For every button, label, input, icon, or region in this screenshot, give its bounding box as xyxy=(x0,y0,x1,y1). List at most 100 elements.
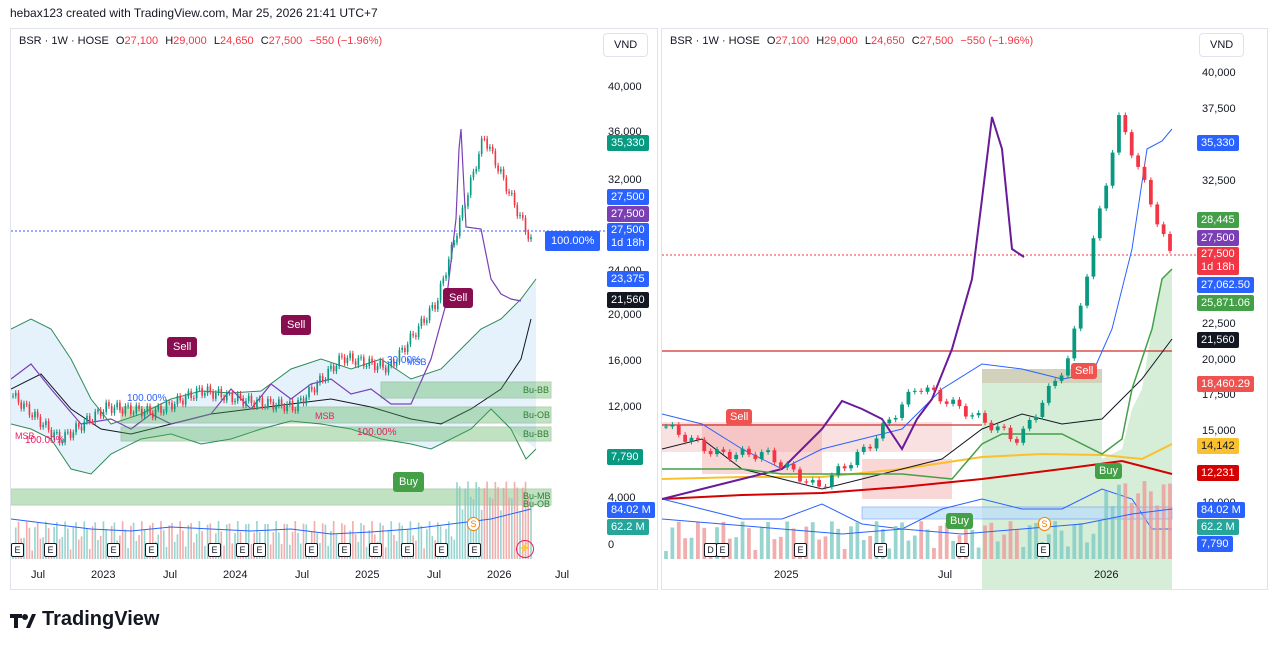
price-tag: 27,500 xyxy=(607,189,649,205)
volume-bar xyxy=(1066,546,1070,559)
volume-bar xyxy=(319,543,321,559)
volume-bar xyxy=(99,535,102,559)
earnings-marker[interactable]: E xyxy=(253,543,266,557)
left-chart-canvas[interactable] xyxy=(11,29,657,589)
supply-zone xyxy=(862,459,952,499)
candle-body xyxy=(39,416,42,427)
earnings-marker[interactable]: E xyxy=(794,543,807,557)
earnings-marker[interactable]: E xyxy=(435,543,448,557)
earnings-marker[interactable]: E xyxy=(236,543,249,557)
msb-label: MSB xyxy=(15,431,35,441)
volume-bar xyxy=(182,530,184,559)
volume-bar xyxy=(486,481,488,559)
candle-body xyxy=(740,448,745,455)
volume-bar xyxy=(56,522,58,559)
currency-unit-button[interactable]: VND xyxy=(603,33,649,57)
volume-bar xyxy=(401,525,404,559)
flash-icon[interactable]: ⚡ xyxy=(516,540,534,558)
volume-bar xyxy=(1097,521,1102,559)
volume-bar xyxy=(893,526,898,559)
earnings-marker[interactable]: E xyxy=(338,543,351,557)
volume-bar xyxy=(335,533,338,559)
candle-body xyxy=(439,283,442,301)
earnings-marker[interactable]: E xyxy=(956,543,969,557)
dividend-marker[interactable]: S xyxy=(467,517,480,531)
left-chart-panel[interactable]: BSR · 1W · HOSE O27,100 H29,000 L24,650 … xyxy=(10,28,658,590)
candle-body xyxy=(423,318,425,323)
candle-body xyxy=(368,358,371,366)
candle-body xyxy=(906,391,911,405)
earnings-marker[interactable]: E xyxy=(107,543,120,557)
volume-bar xyxy=(395,541,398,559)
candle-body xyxy=(209,386,212,392)
volume-bar xyxy=(524,481,527,559)
y-tick: 40,000 xyxy=(608,81,642,93)
candle-body xyxy=(23,403,25,409)
candle-body xyxy=(412,333,414,336)
candle-body xyxy=(165,402,168,412)
candle-body xyxy=(28,404,31,416)
volume-bar xyxy=(86,528,88,559)
price-candles xyxy=(664,112,1172,490)
volume-bar xyxy=(1078,523,1083,559)
volume-bar xyxy=(778,536,783,559)
tradingview-logo[interactable]: TradingView xyxy=(10,608,159,631)
candle-body xyxy=(734,454,739,460)
candle-body xyxy=(530,236,532,240)
candle-body xyxy=(88,415,91,422)
fib-annotation: 30.00% xyxy=(387,355,421,366)
candle-body xyxy=(214,392,217,399)
ma-red-line xyxy=(662,459,1173,500)
volume-bar xyxy=(357,542,360,559)
volume-bar xyxy=(327,545,330,559)
earnings-marker[interactable]: E xyxy=(1037,543,1050,557)
volume-bar xyxy=(530,497,532,559)
volume-bar xyxy=(963,521,968,559)
earnings-marker[interactable]: E xyxy=(369,543,382,557)
volume-tag: 62.2 M xyxy=(607,519,649,535)
volume-bar xyxy=(766,522,770,559)
volume-bar xyxy=(456,482,458,559)
candle-body xyxy=(319,375,321,383)
volume-bar xyxy=(173,541,176,559)
x-tick: 2025 xyxy=(774,569,799,581)
candle-body xyxy=(995,426,1000,431)
right-chart-canvas[interactable] xyxy=(662,29,1267,589)
y-tick: 16,000 xyxy=(608,355,642,367)
candle-body xyxy=(83,421,86,431)
volume-bar xyxy=(58,539,61,559)
earnings-marker[interactable]: E xyxy=(305,543,318,557)
volume-bar xyxy=(461,509,464,559)
earnings-marker[interactable]: E xyxy=(401,543,414,557)
volume-bar xyxy=(143,529,146,559)
volume-bar xyxy=(727,538,732,559)
volume-bar xyxy=(269,544,272,559)
earnings-marker[interactable]: E xyxy=(716,543,729,557)
candle-body xyxy=(855,451,860,466)
volume-bar xyxy=(791,528,796,559)
y-tick: 20,000 xyxy=(1202,354,1236,366)
earnings-marker[interactable]: E xyxy=(44,543,57,557)
volume-bar xyxy=(1168,483,1172,559)
candle-body xyxy=(261,398,264,407)
earnings-marker[interactable]: E xyxy=(208,543,221,557)
right-chart-panel[interactable]: BSR · 1W · HOSE O27,100 H29,000 L24,650 … xyxy=(661,28,1268,590)
earnings-marker[interactable]: E xyxy=(874,543,887,557)
earnings-marker[interactable]: E xyxy=(468,543,481,557)
currency-unit-button[interactable]: VND xyxy=(1199,33,1245,57)
earnings-marker[interactable]: E xyxy=(145,543,158,557)
volume-bar xyxy=(855,522,860,559)
volume-bar xyxy=(228,523,231,559)
candle-body xyxy=(352,353,354,362)
candle-body xyxy=(417,326,420,337)
volume-bar xyxy=(138,535,140,559)
earnings-marker[interactable]: E xyxy=(11,543,24,557)
volume-bar xyxy=(360,523,362,559)
volume-bar xyxy=(874,521,879,559)
volume-bar xyxy=(513,481,516,559)
candle-body xyxy=(387,365,390,373)
price-tag: 27,500 1d 18h xyxy=(607,223,649,251)
dividend-marker[interactable]: S xyxy=(1038,517,1051,531)
volume-bar xyxy=(151,522,154,559)
y-tick: 0 xyxy=(608,539,615,551)
